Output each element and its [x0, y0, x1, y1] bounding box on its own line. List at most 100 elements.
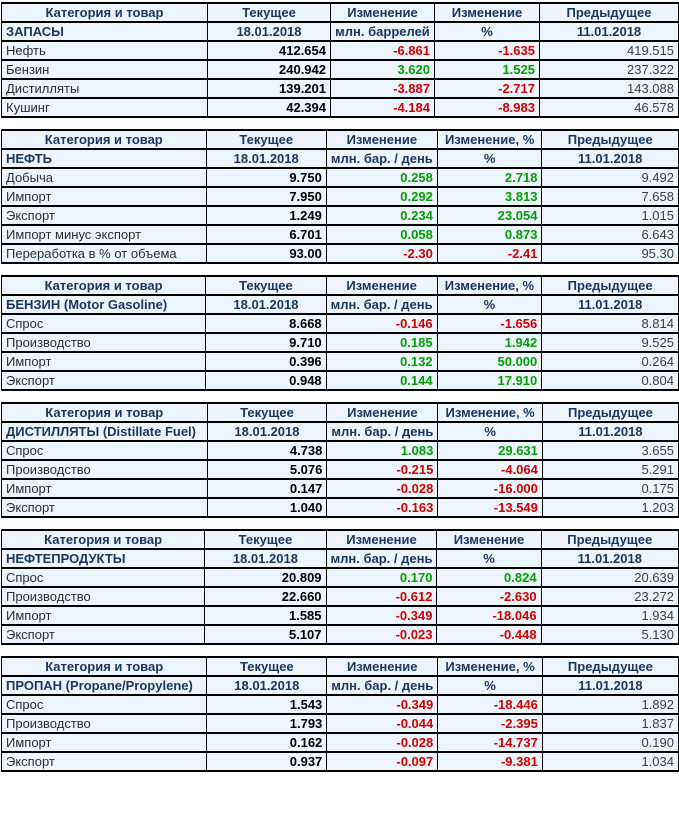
table-row: Экспорт 1.040 -0.163 -13.549 1.203 — [1, 497, 679, 518]
table-row: Спрос 8.668 -0.146 -1.656 8.814 — [0, 313, 679, 334]
current-date: 18.01.2018 — [207, 21, 331, 42]
current-value: 22.660 — [204, 586, 327, 607]
change-percent-column-header: Изменение — [436, 529, 542, 550]
row-label: Импорт — [1, 478, 208, 499]
previous-value: 419.515 — [539, 40, 679, 61]
change-value: -0.097 — [326, 751, 439, 772]
change-percent-value: -2.630 — [436, 586, 542, 607]
percent-label: % — [434, 21, 540, 42]
unit-label: млн. бар. / день — [325, 148, 438, 169]
change-percent-value: -2.717 — [434, 78, 540, 99]
current-value: 9.750 — [205, 167, 327, 188]
row-label: Импорт — [0, 605, 206, 626]
category-column-header: Категория и товар — [0, 656, 208, 677]
percent-label: % — [436, 294, 543, 315]
unit-label: млн. бар. / день — [325, 548, 438, 569]
data-table-nefteprodukty: Категория и товар Текущее Изменение Изменен… — [0, 529, 679, 645]
change-percent-value: -18.046 — [436, 605, 542, 626]
table-row: Производство 1.793 -0.044 -2.395 1.837 — [0, 713, 679, 734]
data-table-benzin: Категория и товар Текущее Изменение Изменен… — [0, 275, 679, 391]
table-row: Производство 22.660 -0.612 -2.630 23.272 — [0, 586, 679, 607]
table-row: Производство 9.710 0.185 1.942 9.525 — [0, 332, 679, 353]
category-column-header: Категория и товар — [0, 275, 207, 296]
table-row: Кушинг 42.394 -4.184 -8.983 46.578 — [1, 97, 679, 118]
column-header-row: Категория и товар Текущее Изменение Изменен… — [1, 402, 679, 423]
change-percent-column-header: Изменение, % — [437, 402, 543, 423]
change-value: -0.349 — [325, 605, 438, 626]
change-percent-value: 0.824 — [436, 567, 542, 588]
table-row: Добыча 9.750 0.258 2.718 9.492 — [1, 167, 679, 188]
current-value: 1.249 — [205, 205, 327, 226]
change-percent-value: -8.983 — [434, 97, 540, 118]
previous-value: 3.655 — [541, 440, 679, 461]
category-column-header: Категория и товар — [1, 2, 208, 23]
previous-value: 9.492 — [541, 167, 679, 188]
row-label: Импорт — [1, 186, 207, 207]
change-value: -0.163 — [326, 497, 439, 518]
table-row: Импорт 0.147 -0.028 -16.000 0.175 — [1, 478, 679, 499]
change-percent-value: 50.000 — [436, 351, 543, 372]
current-column-header: Текущее — [204, 529, 327, 550]
previous-value: 1.837 — [541, 713, 679, 734]
row-label: Производство — [0, 332, 207, 353]
row-label: Экспорт — [1, 205, 207, 226]
change-percent-value: -2.395 — [437, 713, 543, 734]
change-percent-value: 0.873 — [436, 224, 543, 245]
table-row: Импорт 1.585 -0.349 -18.046 1.934 — [0, 605, 679, 626]
current-value: 4.738 — [206, 440, 328, 461]
table-row: Спрос 1.543 -0.349 -18.446 1.892 — [0, 694, 679, 715]
previous-date: 11.01.2018 — [541, 675, 679, 696]
unit-label: млн. бар. / день — [326, 675, 439, 696]
previous-date: 11.01.2018 — [541, 294, 679, 315]
section-header-row: ЗАПАСЫ 18.01.2018 млн. баррелей% 11.01.2018 — [1, 21, 679, 42]
table-row: Спрос 4.738 1.083 29.631 3.655 — [1, 440, 679, 461]
change-column-header: Изменение — [325, 529, 438, 550]
change-percent-value: -2.41 — [436, 243, 543, 264]
change-percent-value: -14.737 — [437, 732, 543, 753]
table-row: Экспорт 0.937 -0.097 -9.381 1.034 — [0, 751, 679, 772]
current-value: 0.396 — [205, 351, 327, 372]
row-label: Добыча — [1, 167, 207, 188]
previous-date: 11.01.2018 — [539, 21, 679, 42]
current-value: 6.701 — [205, 224, 327, 245]
percent-label: % — [436, 548, 542, 569]
current-value: 9.710 — [205, 332, 327, 353]
table-row: Переработка в % от объема 93.00 -2.30 -2.41… — [1, 243, 679, 264]
change-value: 0.234 — [325, 205, 438, 226]
change-value: -4.184 — [330, 97, 435, 118]
row-label: Импорт минус экспорт — [1, 224, 207, 245]
change-percent-value: 1.525 — [434, 59, 540, 80]
previous-value: 0.804 — [541, 370, 679, 391]
current-date: 18.01.2018 — [205, 148, 327, 169]
table-row: Производство 5.076 -0.215 -4.064 5.291 — [1, 459, 679, 480]
current-value: 42.394 — [207, 97, 331, 118]
previous-value: 1.034 — [541, 751, 679, 772]
previous-value: 5.291 — [541, 459, 679, 480]
row-label: Дистилляты — [1, 78, 208, 99]
row-label: Спрос — [0, 313, 207, 334]
current-value: 5.076 — [206, 459, 328, 480]
previous-value: 6.643 — [541, 224, 679, 245]
previous-value: 0.190 — [541, 732, 679, 753]
section-header-row: НЕФТЕПРОДУКТЫ 18.01.2018 млн. бар. / день%… — [0, 548, 679, 569]
column-header-row: Категория и товар Текущее Изменение Изменен… — [0, 275, 679, 296]
change-value: -0.349 — [326, 694, 439, 715]
previous-value: 1.203 — [541, 497, 679, 518]
unit-label: млн. баррелей — [330, 21, 435, 42]
change-percent-value: -16.000 — [437, 478, 543, 499]
change-value: 0.144 — [325, 370, 438, 391]
row-label: Импорт — [0, 351, 207, 372]
current-value: 0.937 — [206, 751, 328, 772]
change-value: 0.058 — [325, 224, 438, 245]
current-value: 240.942 — [207, 59, 331, 80]
table-row: Импорт 7.950 0.292 3.813 7.658 — [1, 186, 679, 207]
change-value: -2.30 — [325, 243, 438, 264]
previous-column-header: Предыдущее — [541, 275, 679, 296]
table-row: Экспорт 1.249 0.234 23.054 1.015 — [1, 205, 679, 226]
current-value: 1.040 — [206, 497, 328, 518]
row-label: Бензин — [1, 59, 208, 80]
previous-value: 0.175 — [541, 478, 679, 499]
current-value: 412.654 — [207, 40, 331, 61]
category-column-header: Категория и товар — [1, 402, 208, 423]
current-value: 0.162 — [206, 732, 328, 753]
